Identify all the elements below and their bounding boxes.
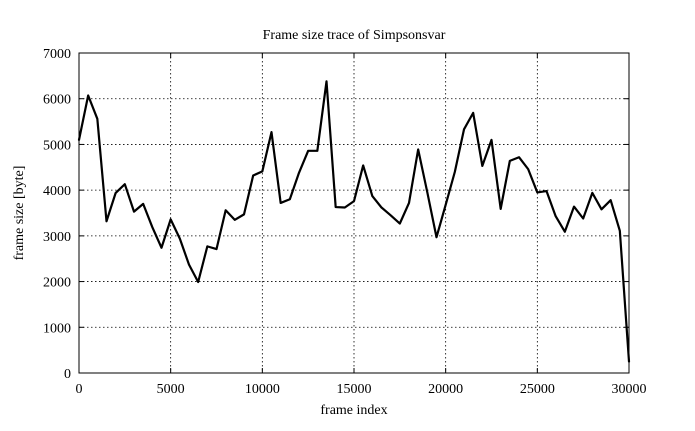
y-axis-label: frame size [byte] — [12, 166, 27, 261]
data-point — [115, 192, 117, 194]
data-point — [298, 172, 300, 174]
x-tick-label: 10000 — [245, 382, 280, 397]
data-point — [527, 168, 529, 170]
y-tick-label: 0 — [64, 367, 71, 382]
data-point — [490, 139, 493, 141]
data-point — [353, 200, 355, 202]
series-layer — [77, 80, 631, 363]
data-point — [188, 264, 190, 266]
data-point — [280, 202, 282, 204]
data-point — [197, 281, 199, 283]
data-point — [252, 174, 254, 177]
data-point — [445, 204, 447, 206]
data-point — [582, 217, 584, 220]
chart-title: Frame size trace of Simpsonsvar — [263, 28, 446, 43]
data-point — [225, 209, 227, 211]
data-point — [307, 150, 309, 152]
data-point — [390, 214, 392, 216]
data-point — [417, 148, 419, 151]
grid-lines — [79, 53, 629, 373]
y-tick-label: 2000 — [43, 276, 71, 291]
data-point — [289, 198, 291, 200]
x-tick-label: 30000 — [612, 382, 647, 397]
y-tick-label: 4000 — [43, 184, 71, 199]
data-point — [545, 190, 548, 192]
x-tick-label: 15000 — [337, 382, 372, 397]
data-point — [380, 206, 383, 209]
data-point — [215, 248, 218, 250]
x-axis-label: frame index — [320, 403, 387, 418]
x-tick-label: 5000 — [157, 382, 185, 397]
data-point — [518, 156, 520, 158]
data-point — [362, 164, 364, 167]
data-point — [619, 230, 621, 232]
data-point — [105, 220, 108, 222]
data-point — [179, 238, 181, 240]
data-point — [170, 218, 172, 220]
y-tick-label: 7000 — [43, 47, 71, 62]
data-point — [243, 213, 245, 215]
data-point — [573, 206, 575, 208]
data-point — [408, 202, 410, 204]
data-point — [160, 247, 163, 249]
data-point — [399, 222, 401, 225]
data-point — [206, 245, 208, 247]
data-point — [270, 131, 273, 133]
data-point — [591, 192, 593, 194]
data-point — [472, 112, 474, 114]
data-point — [96, 118, 98, 120]
data-point — [325, 80, 328, 82]
data-point — [344, 206, 346, 209]
data-point — [463, 128, 465, 130]
data-point — [371, 195, 373, 197]
data-point — [87, 94, 89, 97]
y-tick-label: 1000 — [43, 321, 71, 336]
data-point — [335, 206, 337, 208]
data-point — [564, 231, 566, 233]
data-point — [435, 236, 438, 238]
x-tick-label: 0 — [76, 382, 83, 397]
axis-ticks: 0 5000 10000 15000 20000 25000 30000 0 1000 2000 3… — [43, 47, 647, 397]
data-point — [426, 191, 428, 194]
x-tick-label: 20000 — [428, 382, 463, 397]
data-point — [124, 183, 126, 185]
data-point — [610, 199, 612, 201]
data-point — [509, 160, 511, 162]
data-point — [454, 171, 456, 173]
y-tick-label: 6000 — [43, 93, 71, 108]
data-point — [481, 165, 483, 167]
x-tick-label: 25000 — [520, 382, 555, 397]
data-point — [142, 203, 144, 205]
y-tick-label: 5000 — [43, 138, 71, 153]
y-tick-label: 3000 — [43, 230, 71, 245]
data-point — [600, 208, 603, 210]
data-point — [316, 150, 318, 152]
data-point — [500, 208, 502, 210]
data-point — [261, 170, 263, 172]
data-point — [133, 211, 135, 213]
plot-frame — [78, 52, 630, 374]
data-point — [151, 226, 153, 228]
data-point — [536, 191, 538, 194]
data-point — [234, 219, 236, 221]
data-point — [555, 215, 557, 217]
